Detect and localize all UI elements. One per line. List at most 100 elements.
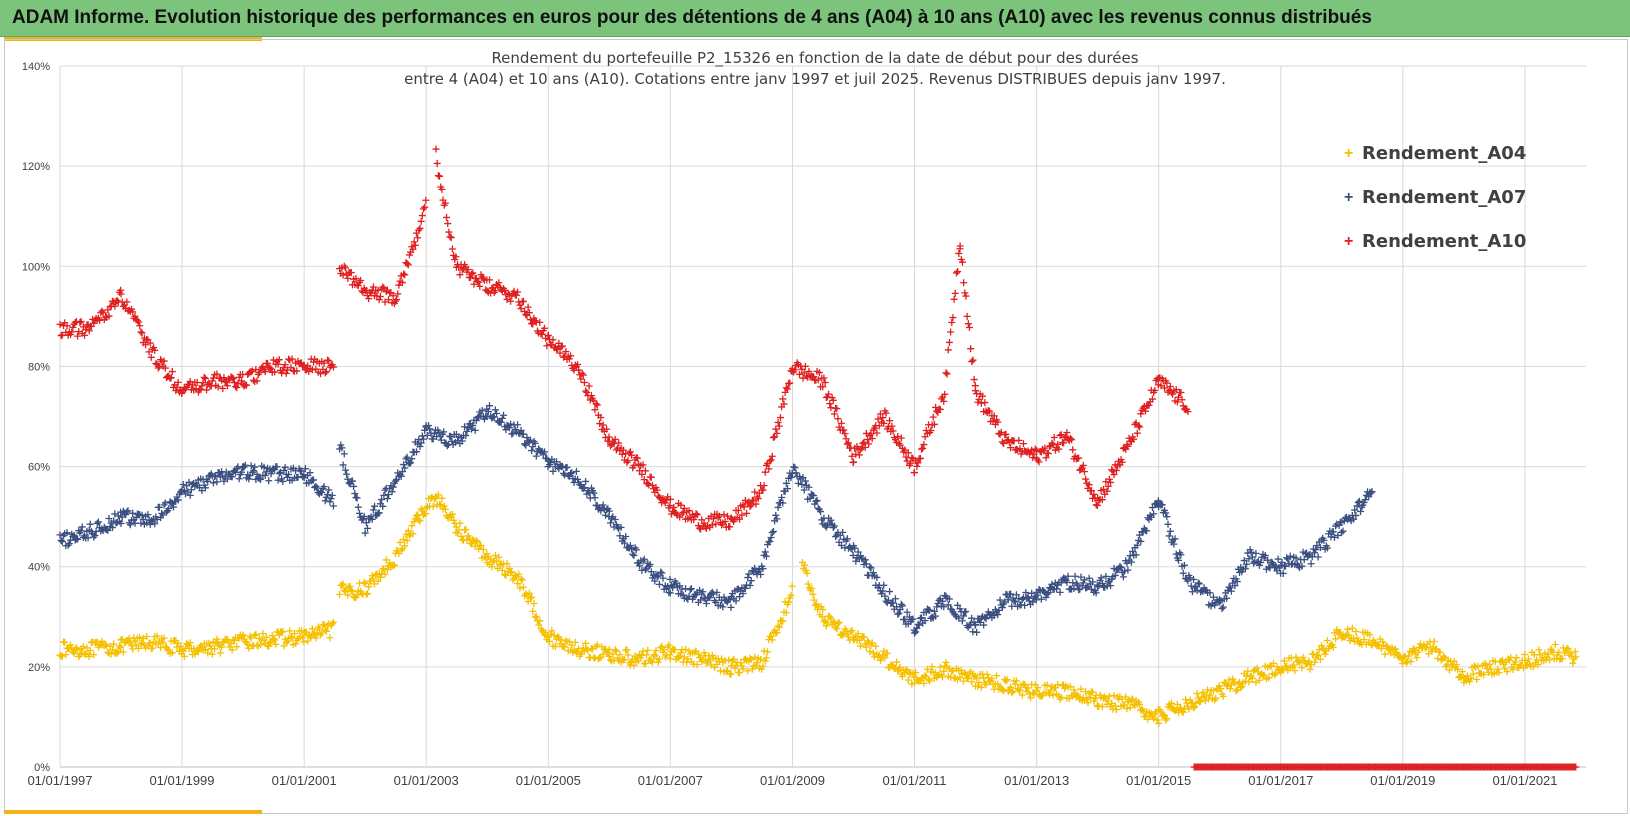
data-point: [510, 287, 518, 295]
data-point: [223, 382, 231, 390]
data-point: [841, 430, 849, 438]
data-point: [753, 659, 761, 667]
data-point: [709, 590, 717, 598]
grid-lines: [59, 65, 1586, 768]
data-point: [640, 555, 648, 563]
data-point: [1124, 566, 1132, 574]
data-point: [77, 527, 85, 535]
data-point: [354, 282, 362, 290]
data-point: [654, 572, 662, 580]
data-point: [380, 565, 388, 573]
data-point: [1042, 454, 1050, 462]
data-point: [153, 632, 161, 640]
data-point: [213, 370, 221, 378]
data-point: [228, 646, 236, 654]
data-point: [514, 288, 522, 296]
data-point: [103, 525, 111, 533]
data-point: [146, 639, 154, 647]
data-point: [69, 532, 77, 540]
data-point: [911, 629, 918, 637]
data-point: [942, 658, 950, 666]
data-point: [547, 630, 555, 638]
data-point: [402, 455, 410, 463]
data-point: [98, 307, 106, 315]
data-point: [693, 661, 701, 669]
data-point: [850, 458, 857, 466]
data-point: [1571, 648, 1579, 656]
data-point: [380, 284, 388, 292]
data-point: [237, 377, 245, 385]
data-point: [435, 429, 443, 437]
data-point: [779, 499, 787, 507]
data-point: [660, 646, 668, 654]
data-point: [623, 646, 631, 654]
data-point: [1366, 631, 1374, 639]
data-point: [429, 502, 437, 510]
data-point: [805, 483, 813, 491]
data-point: [75, 327, 83, 335]
data-point: [1467, 674, 1475, 682]
data-point: [1188, 588, 1196, 596]
data-point: [301, 465, 309, 473]
data-point: [313, 484, 321, 492]
data-point: [1555, 648, 1563, 656]
data-point: [469, 536, 477, 544]
data-point: [844, 439, 852, 447]
data-point: [483, 287, 491, 295]
data-point: [898, 602, 906, 610]
data-point: [58, 331, 66, 339]
data-point: [1190, 704, 1198, 712]
data-point: [964, 674, 972, 682]
data-point: [1299, 653, 1307, 661]
data-point: [1252, 549, 1260, 557]
data-point: [1321, 650, 1329, 658]
data-point: [936, 663, 944, 671]
data-point: [1126, 704, 1134, 712]
data-point: [346, 583, 354, 591]
data-point: [882, 409, 890, 417]
data-point: [633, 454, 641, 462]
data-point: [680, 653, 688, 661]
data-point: [118, 513, 126, 521]
data-point: [957, 666, 965, 674]
data-point: [609, 650, 617, 658]
data-point: [939, 597, 947, 605]
data-point: [697, 596, 705, 604]
data-point: [702, 524, 710, 532]
data-point: [375, 509, 383, 517]
data-point: [393, 296, 401, 304]
data-point: [276, 468, 284, 476]
data-point: [699, 656, 707, 664]
data-point: [1031, 445, 1039, 453]
data-point: [372, 571, 380, 579]
data-point: [1064, 572, 1072, 580]
data-point: [1159, 711, 1167, 719]
data-point: [135, 644, 143, 652]
data-point: [761, 468, 769, 476]
data-point: [364, 524, 372, 532]
data-point: [131, 312, 139, 320]
data-point: [305, 368, 313, 376]
data-point: [794, 479, 802, 487]
data-point: [216, 649, 224, 657]
data-point: [982, 615, 990, 623]
data-point: [401, 271, 409, 279]
data-point: [908, 454, 916, 462]
data-point: [176, 642, 184, 650]
data-point: [1000, 440, 1008, 448]
data-point: [1110, 691, 1118, 699]
data-point: [1127, 558, 1135, 566]
data-point: [762, 654, 770, 662]
data-point: [324, 356, 332, 364]
data-point: [743, 509, 751, 517]
data-point: [419, 205, 427, 213]
data-point: [1082, 475, 1090, 483]
data-point: [414, 234, 422, 242]
data-point: [636, 467, 644, 475]
data-point: [567, 470, 575, 478]
data-point: [832, 623, 840, 631]
data-point: [416, 224, 424, 232]
data-point: [1134, 422, 1142, 430]
data-point: [860, 438, 868, 446]
data-point: [1175, 556, 1183, 564]
